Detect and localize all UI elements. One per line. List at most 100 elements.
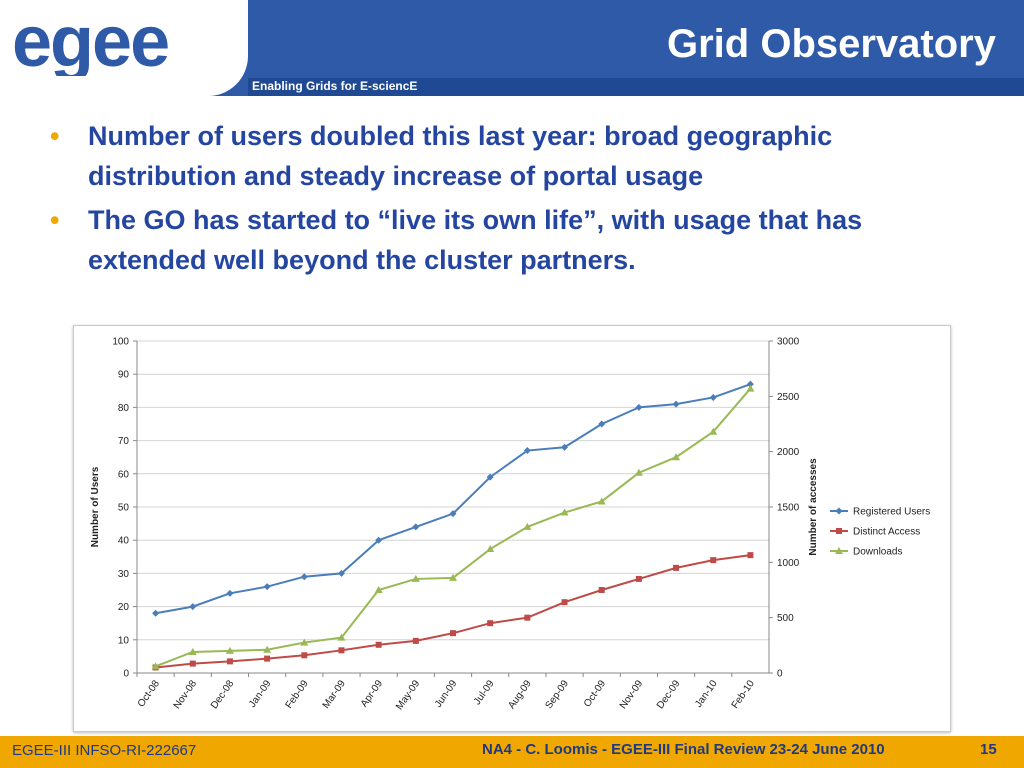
- tagline-strip: [248, 78, 1024, 96]
- data-point: [561, 443, 569, 451]
- data-point: [486, 473, 494, 481]
- bullet-item: • The GO has started to “live its own lif…: [50, 200, 980, 280]
- y2-tick-label: 1500: [777, 503, 800, 514]
- data-point: [709, 427, 718, 435]
- legend-marker: [835, 507, 843, 515]
- data-point: [412, 523, 420, 531]
- y2-tick-label: 2500: [777, 392, 800, 403]
- data-point: [597, 497, 606, 505]
- bullet-text: The GO has started to “live its own life…: [88, 205, 863, 275]
- data-point: [300, 638, 309, 646]
- data-point: [449, 573, 457, 581]
- y2-axis-title: Number of accesses: [808, 458, 819, 556]
- logo-container: egee: [0, 0, 248, 96]
- egee-logo: egee: [12, 10, 170, 76]
- x-tick-label: Dec-09: [655, 678, 683, 711]
- data-point: [561, 599, 568, 606]
- data-point: [635, 575, 642, 582]
- y-axis-title: Number of Users: [90, 466, 101, 547]
- y2-tick-label: 1000: [777, 558, 800, 569]
- data-point: [301, 652, 308, 659]
- data-point: [263, 645, 272, 653]
- legend-label: Downloads: [853, 547, 902, 558]
- y-tick-label: 30: [118, 569, 130, 580]
- x-tick-label: Oct-08: [136, 678, 162, 709]
- logo-text: egee: [12, 10, 168, 76]
- data-point: [523, 447, 531, 455]
- data-point: [709, 393, 717, 401]
- bullet-text: Number of users doubled this last year: …: [88, 121, 833, 191]
- data-point: [486, 545, 495, 553]
- y-tick-label: 80: [118, 403, 130, 414]
- y-tick-label: 60: [118, 469, 130, 480]
- data-point: [523, 522, 532, 530]
- data-point: [710, 557, 717, 564]
- data-point: [746, 380, 754, 388]
- x-tick-label: May-09: [394, 678, 422, 712]
- y-tick-label: 20: [118, 602, 130, 613]
- data-point: [337, 633, 346, 641]
- data-point: [189, 660, 196, 667]
- data-point: [338, 647, 345, 654]
- y-tick-label: 50: [118, 503, 130, 514]
- y2-tick-label: 0: [777, 669, 783, 680]
- x-tick-label: Sep-09: [543, 678, 571, 711]
- x-tick-label: Jun-09: [433, 678, 460, 710]
- data-point: [598, 420, 606, 428]
- x-tick-label: Dec-08: [209, 678, 237, 711]
- data-point: [411, 574, 420, 582]
- data-point: [189, 603, 197, 611]
- data-point: [449, 510, 457, 518]
- x-tick-label: Mar-09: [321, 678, 348, 711]
- data-point: [264, 655, 271, 662]
- legend-marker: [835, 547, 843, 554]
- data-point: [375, 641, 382, 648]
- x-tick-label: Jul-09: [472, 678, 497, 707]
- y-tick-label: 0: [123, 669, 129, 680]
- data-point: [151, 662, 160, 670]
- data-point: [450, 630, 456, 637]
- y-tick-label: 40: [118, 536, 130, 547]
- page-number: 15: [980, 741, 997, 758]
- y-tick-label: 100: [112, 337, 129, 348]
- legend-label: Distinct Access: [853, 527, 920, 538]
- data-point: [747, 552, 754, 559]
- data-point: [746, 384, 755, 392]
- x-tick-label: Nov-08: [172, 678, 200, 711]
- x-tick-label: Nov-09: [618, 678, 646, 711]
- footer-project-id: EGEE-III INFSO-RI-222667: [12, 742, 197, 759]
- data-point: [226, 658, 233, 665]
- x-tick-label: Jan-10: [693, 678, 720, 710]
- x-tick-label: Oct-09: [582, 678, 608, 709]
- page-title: Grid Observatory: [666, 22, 996, 66]
- data-point: [635, 403, 643, 411]
- y2-tick-label: 500: [777, 613, 794, 624]
- data-point: [374, 586, 383, 593]
- data-point: [412, 637, 419, 644]
- x-tick-label: Aug-09: [506, 678, 534, 711]
- tagline: Enabling Grids for E-sciencE: [252, 79, 418, 93]
- data-point: [560, 508, 569, 516]
- data-point: [524, 614, 531, 621]
- data-point: [263, 583, 271, 591]
- data-point: [152, 609, 160, 617]
- series-line-2: [155, 387, 752, 668]
- x-tick-label: Jan-09: [247, 678, 274, 710]
- data-point: [673, 564, 680, 571]
- legend-marker: [836, 528, 842, 534]
- data-point: [300, 573, 308, 581]
- data-point: [672, 453, 681, 461]
- bullet-glyph: •: [50, 121, 60, 151]
- x-tick-label: Apr-09: [359, 678, 385, 709]
- x-tick-label: Feb-10: [730, 678, 757, 711]
- y2-tick-label: 2000: [777, 447, 800, 458]
- data-point: [634, 468, 643, 476]
- bullet-item: • Number of users doubled this last year:…: [50, 116, 980, 196]
- data-point: [225, 646, 234, 654]
- chart-frame: 0 10 20 30 40 50 60 70 80 90 100 0 500 1000 1500 2000 25…: [73, 325, 951, 732]
- line-chart: 0102030405060708090100050010001500200025…: [90, 337, 930, 713]
- bullet-glyph: •: [50, 205, 60, 235]
- y-tick-label: 10: [118, 635, 130, 646]
- x-tick-label: Feb-09: [284, 678, 311, 711]
- legend-label: Registered Users: [853, 507, 930, 518]
